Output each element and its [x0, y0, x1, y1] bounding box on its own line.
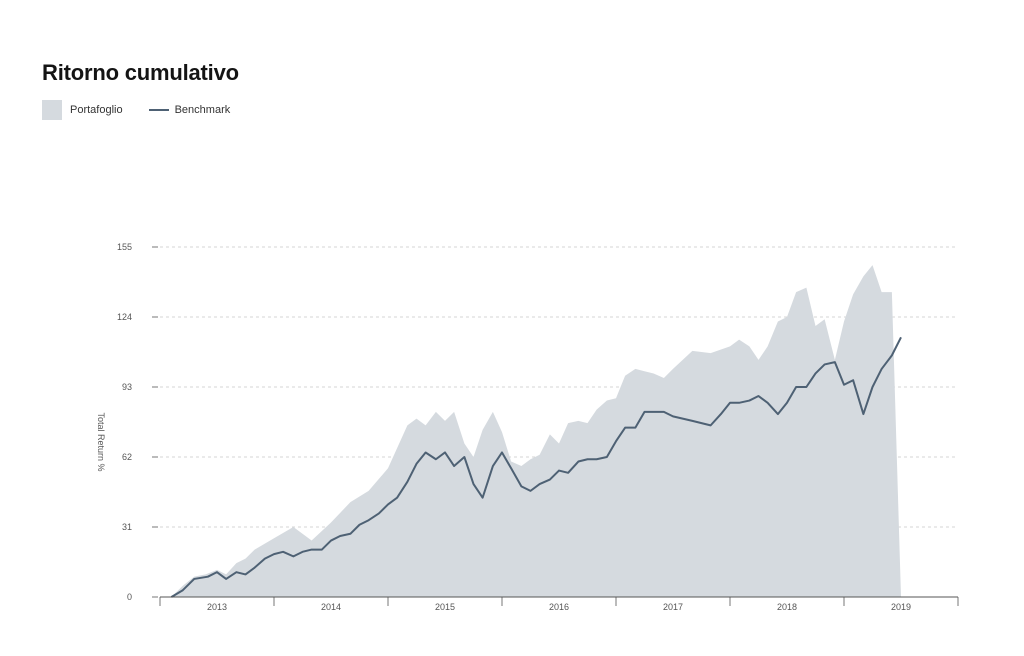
benchmark-line: [170, 336, 902, 598]
x-tick-label: 2014: [321, 602, 341, 612]
y-tick-label: 62: [122, 452, 132, 462]
x-tick-label: 2013: [207, 602, 227, 612]
legend-item-portafoglio[interactable]: Portafoglio: [42, 100, 123, 120]
y-tick-label: 0: [127, 592, 132, 602]
legend-label-portafoglio: Portafoglio: [70, 104, 123, 116]
y-tick-label: 31: [122, 522, 132, 532]
area-swatch-icon: [42, 100, 62, 120]
y-tick-label: 93: [122, 382, 132, 392]
y-tick-label: 124: [117, 312, 132, 322]
chart-legend: Portafoglio Benchmark: [42, 100, 256, 120]
x-tick-label: 2018: [777, 602, 797, 612]
y-axis-title: Total Return %: [96, 412, 106, 471]
y-tick-label: 155: [117, 242, 132, 252]
x-tick-label: 2019: [891, 602, 911, 612]
x-tick-label: 2016: [549, 602, 569, 612]
legend-label-benchmark: Benchmark: [174, 104, 231, 116]
line-swatch-icon: [148, 109, 169, 111]
chart-title: Ritorno cumulativo: [42, 60, 239, 85]
portafoglio-area-layer: [171, 265, 911, 597]
axes: 0 31 62 93 124 155 2013 2014 2015 2016 2017 2018 201…: [117, 242, 959, 612]
benchmark-line-layer: [170, 336, 902, 598]
portafoglio-area: [171, 265, 911, 597]
x-tick-label: 2017: [663, 602, 683, 612]
x-tick-label: 2015: [435, 602, 455, 612]
legend-item-benchmark[interactable]: Benchmark: [148, 104, 231, 116]
